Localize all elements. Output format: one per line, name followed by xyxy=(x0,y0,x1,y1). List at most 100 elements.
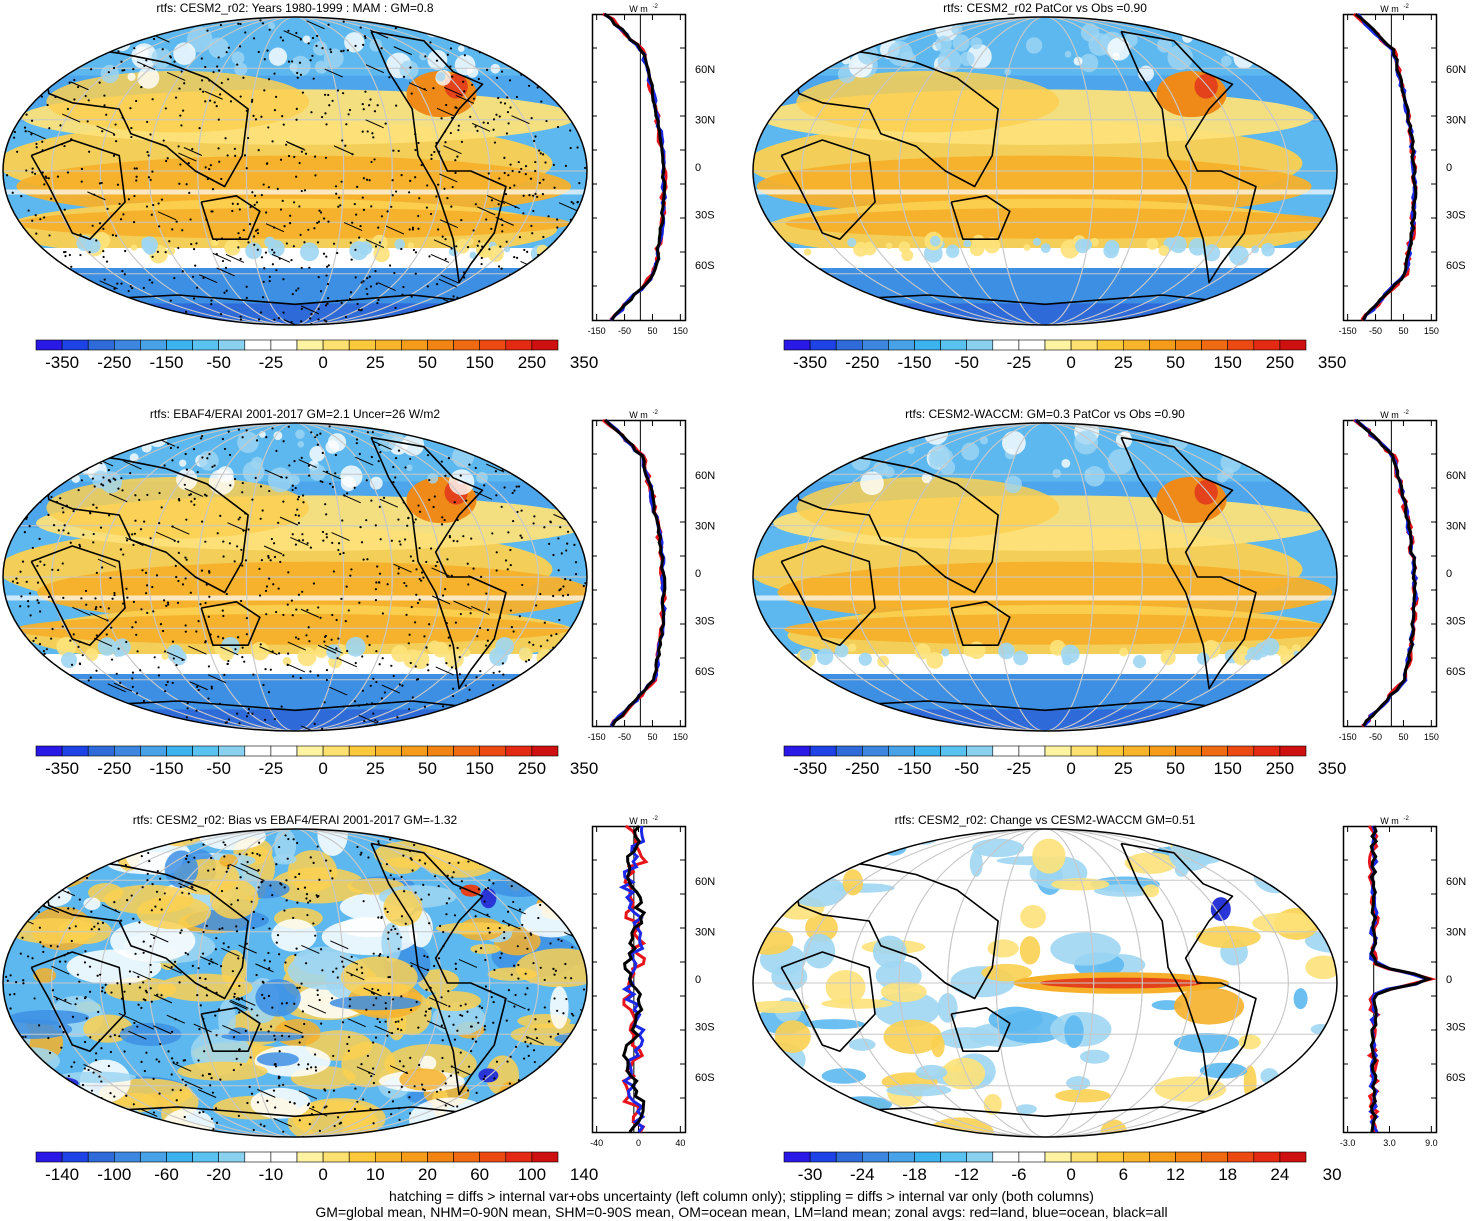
colorbar-swatch xyxy=(374,339,402,351)
colorbar-label: -6 xyxy=(1011,1165,1027,1184)
svg-text:-2: -2 xyxy=(1404,410,1410,416)
colorbar-swatch xyxy=(1096,745,1124,757)
colorbar-swatch xyxy=(479,745,507,757)
colorbar-label: 50 xyxy=(1166,353,1185,372)
colorbar-swatch xyxy=(114,1151,141,1163)
colorbar-swatch xyxy=(270,745,298,757)
profile-lat-label: 60N xyxy=(1446,64,1466,76)
colorbar-label: 250 xyxy=(517,759,547,778)
colorbar-label: 150 xyxy=(465,353,494,372)
colorbar-swatch xyxy=(1227,1151,1255,1163)
colorbar-label: 0 xyxy=(1066,1165,1076,1184)
colorbar-swatch xyxy=(809,339,837,351)
profile-lat-label: 30S xyxy=(695,615,715,627)
colorbar-label: 100 xyxy=(517,1165,547,1184)
map-title: rtfs: CESM2_r02: Change vs CESM2-WACCM G… xyxy=(894,813,1196,827)
colorbar-label: -250 xyxy=(845,353,880,372)
zonal-profile-plot: W m -2 60N 30N 0 30S 60S -150 -50 50 150 xyxy=(1339,4,1467,336)
colorbar-label: 0 xyxy=(318,759,328,778)
colorbar-swatch xyxy=(940,1151,968,1163)
profile-x-tick: -50 xyxy=(618,732,631,742)
colorbar-swatch xyxy=(35,339,63,351)
map-title: rtfs: CESM2_r02: Years 1980-1999 : MAM :… xyxy=(156,1,434,15)
svg-text:-2: -2 xyxy=(653,816,659,822)
colorbar-label: 350 xyxy=(569,759,599,778)
map-title: rtfs: EBAF4/ERAI 2001-2017 GM=2.1 Uncer=… xyxy=(149,407,441,421)
map-plot xyxy=(2,828,588,1138)
profile-lat-label: 0 xyxy=(1446,162,1452,174)
colorbar-swatch xyxy=(1149,745,1176,757)
colorbar-label: 150 xyxy=(1213,759,1242,778)
profile-lat-label: 0 xyxy=(695,974,701,986)
profile-x-tick: -3.0 xyxy=(1340,1138,1356,1148)
colorbar xyxy=(35,339,559,351)
profile-lat-label: 60S xyxy=(695,1072,715,1084)
colorbar-swatch xyxy=(1279,1151,1307,1163)
colorbar-label: -100 xyxy=(97,1165,132,1184)
colorbar-swatch xyxy=(1044,339,1072,351)
colorbar-swatch xyxy=(218,339,246,351)
svg-text:-2: -2 xyxy=(1404,816,1410,822)
panel-top-left: rtfs: CESM2_r02: Years 1980-1999 : MAM :… xyxy=(0,0,740,390)
colorbar-swatch xyxy=(888,745,915,757)
zonal-profile-plot: W m -2 60N 30N 0 30S 60S -3.0 3.0 9.0 xyxy=(1340,816,1466,1148)
colorbar-swatch xyxy=(888,339,915,351)
profile-unit: W m xyxy=(629,410,648,420)
profile-lat-label: 60S xyxy=(695,666,715,678)
colorbar-swatch xyxy=(1201,339,1229,351)
colorbar-label: -50 xyxy=(206,353,231,372)
colorbar-swatch xyxy=(1096,339,1124,351)
colorbar-swatch xyxy=(1122,745,1150,757)
colorbar-label: -30 xyxy=(797,1165,823,1184)
colorbar-label: 50 xyxy=(418,759,437,778)
profile-lat-label: 30N xyxy=(695,927,715,939)
colorbar-label: -150 xyxy=(149,759,184,778)
colorbar-label: -350 xyxy=(793,759,828,778)
colorbar-label: 10 xyxy=(365,1165,385,1184)
colorbar-swatch xyxy=(192,1151,220,1163)
profile-lat-label: 30S xyxy=(695,1021,715,1033)
zonal-profile-plot: W m -2 60N 30N 0 30S 60S -150 -50 50 150 xyxy=(1339,410,1467,742)
colorbar-swatch xyxy=(427,745,454,757)
colorbar-label: -50 xyxy=(954,353,979,372)
colorbar-swatch xyxy=(940,745,968,757)
colorbar xyxy=(783,339,1307,351)
colorbar-swatch xyxy=(348,339,376,351)
map-title: rtfs: CESM2_r02: Bias vs EBAF4/ERAI 2001… xyxy=(132,813,458,827)
colorbar-swatch xyxy=(322,339,350,351)
profile-x-tick: 50 xyxy=(647,326,657,336)
profile-x-tick: 40 xyxy=(675,1138,685,1148)
colorbar-swatch xyxy=(992,745,1020,757)
colorbar-swatch xyxy=(140,745,167,757)
colorbar-swatch xyxy=(1253,339,1281,351)
colorbar-swatch xyxy=(809,1151,837,1163)
colorbar-swatch xyxy=(966,1151,994,1163)
colorbar-label: -25 xyxy=(1006,759,1032,778)
profile-lat-label: 30N xyxy=(1446,521,1466,533)
zonal-profile-plot: W m -2 60N 30N 0 30S 60S -150 -50 50 150 xyxy=(588,4,716,336)
colorbar-swatch xyxy=(1070,1151,1098,1163)
colorbar-label: 350 xyxy=(1317,353,1347,372)
colorbar-label: 50 xyxy=(1166,759,1185,778)
colorbar-swatch xyxy=(244,1151,272,1163)
colorbar-swatch xyxy=(914,339,941,351)
colorbar-swatch xyxy=(914,745,941,757)
colorbar-swatch xyxy=(1227,745,1255,757)
colorbar-label: -20 xyxy=(206,1165,231,1184)
colorbar-swatch xyxy=(1018,745,1046,757)
footer-line-2: GM=global mean, NHM=0-90N mean, SHM=0-90… xyxy=(315,1204,1168,1220)
colorbar-swatch xyxy=(835,339,863,351)
profile-lat-label: 30S xyxy=(695,209,715,221)
profile-unit: W m xyxy=(1380,410,1399,420)
colorbar-swatch xyxy=(531,339,559,351)
colorbar-label: 150 xyxy=(465,759,494,778)
colorbar-swatch xyxy=(505,745,533,757)
colorbar-swatch xyxy=(244,745,272,757)
colorbar-swatch xyxy=(1149,339,1176,351)
colorbar-swatch xyxy=(809,745,837,757)
colorbar-label: -25 xyxy=(258,353,284,372)
colorbar-swatch xyxy=(192,339,220,351)
colorbar-swatch xyxy=(835,745,863,757)
colorbar-label: 140 xyxy=(569,1165,599,1184)
colorbar-label: 250 xyxy=(1265,353,1295,372)
